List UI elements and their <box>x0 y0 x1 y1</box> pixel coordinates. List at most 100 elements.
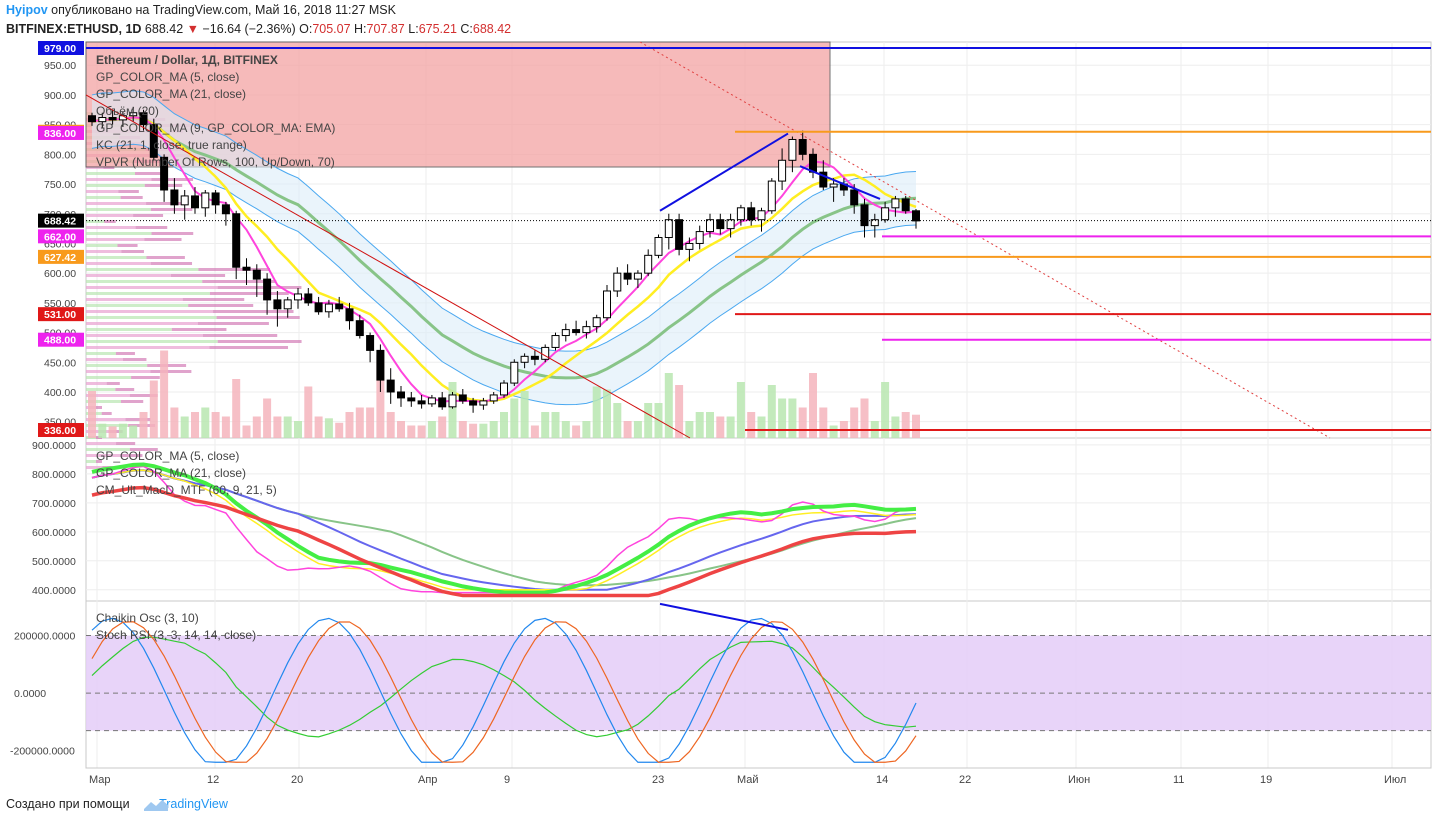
volume-bar <box>345 412 354 438</box>
candle-body <box>870 219 879 227</box>
price-axis-tick: 900.00 <box>44 90 76 102</box>
volume-bar <box>582 421 591 438</box>
osc-axis-tick: -200000.0000 <box>10 746 75 758</box>
price-axis-tick: 800.00 <box>44 149 76 161</box>
ma9-ema-line <box>91 116 917 403</box>
vpvr-bar <box>146 202 185 205</box>
candle-body <box>98 117 107 123</box>
ohlc-line: BITFINEX:ETHUSD, 1D 688.42 ▼ −16.64 (−2.… <box>6 22 511 36</box>
volume-bar <box>191 412 199 438</box>
candle-body <box>129 112 138 117</box>
tradingview-link[interactable]: TradingView <box>159 797 228 811</box>
candle-body <box>654 237 663 256</box>
candle-body <box>603 290 611 319</box>
price-label-bg <box>38 41 84 55</box>
candle-body <box>572 329 581 334</box>
volume-bar <box>592 386 601 438</box>
price-axis-tick: 550.00 <box>44 298 76 310</box>
volume-bar <box>201 407 210 438</box>
low-value: 675.21 <box>418 22 457 36</box>
candle-body <box>901 198 910 212</box>
vpvr-bar <box>118 190 139 193</box>
candle-body <box>747 207 756 221</box>
vpvr-bar <box>86 328 172 331</box>
volume-bar <box>242 425 251 438</box>
price-legend-item: Ethereum / Dollar, 1Д, BITFINEX <box>96 53 278 67</box>
symbol-label: BITFINEX:ETHUSD, 1D <box>6 22 142 36</box>
candle-body <box>149 124 158 158</box>
ma-axis-tick: 400.0000 <box>32 585 76 597</box>
price-change: −16.64 (−2.36%) <box>202 22 296 36</box>
ma-axis-tick: 900.0000 <box>32 440 76 452</box>
price-label-bg <box>38 213 84 228</box>
volume-bar <box>778 398 787 438</box>
vpvr-bar <box>86 424 129 427</box>
x-axis-tick: Мар <box>89 774 111 786</box>
open-value: 705.07 <box>312 22 351 36</box>
volume-bar <box>129 425 138 438</box>
vpvr-bar <box>86 172 136 175</box>
vpvr-bar <box>86 280 203 283</box>
vpvr-bar <box>217 340 302 343</box>
volume-bar <box>118 423 127 438</box>
volume-bar <box>232 379 241 438</box>
candle-body <box>469 400 478 406</box>
x-axis-tick: Май <box>737 774 759 786</box>
price-label-bg <box>38 332 84 347</box>
vpvr-bar <box>96 460 102 463</box>
volume-bar <box>561 421 570 438</box>
candle-body <box>767 180 776 212</box>
volume-bar <box>613 403 622 438</box>
stoch-band <box>86 635 1431 731</box>
x-axis-tick: 12 <box>207 774 219 786</box>
vpvr-bar <box>86 298 183 301</box>
vpvr-bar <box>133 214 164 217</box>
vpvr-bar <box>197 322 269 325</box>
vpvr-bar <box>86 190 119 193</box>
vpvr-bar <box>86 418 126 421</box>
candle-body <box>881 207 890 221</box>
author-name[interactable]: Hyipov <box>6 3 48 17</box>
trendline-blue <box>659 132 789 212</box>
vpvr-bar <box>115 388 135 391</box>
vpvr-bar <box>86 274 171 277</box>
candle-body <box>335 303 344 310</box>
volume-bar <box>736 382 745 438</box>
candle-body <box>706 219 714 233</box>
candle-body <box>489 394 498 402</box>
vpvr-bar <box>106 382 120 385</box>
price-label: 836.00 <box>44 128 76 140</box>
vpvr-bar <box>86 394 130 397</box>
low-label: L: <box>408 22 419 36</box>
candle-body <box>221 204 230 215</box>
price-label-bg <box>38 229 84 244</box>
price-legend-item: Объём (20) <box>96 104 159 118</box>
candle-body <box>757 210 766 221</box>
vpvr-bar <box>86 304 189 307</box>
price-legend-item: KC (21, 1, close, true range) <box>96 138 247 152</box>
vpvr-bar <box>86 184 145 187</box>
ma-legend-item: GP_COLOR_MA (5, close) <box>96 449 239 463</box>
volume-bar <box>767 385 776 438</box>
candle-body <box>160 156 169 191</box>
candle-body <box>685 242 694 250</box>
volume-bar <box>304 386 313 438</box>
vpvr-bar <box>96 406 102 409</box>
publish-line: Hyipov опубликовано на TradingView.com, … <box>6 3 396 17</box>
volume-bar <box>706 412 714 438</box>
candle-body <box>397 391 405 399</box>
vpvr-bar <box>86 244 118 247</box>
vpvr-bar <box>86 226 136 229</box>
candle-body <box>582 326 591 334</box>
candle-body <box>644 254 653 274</box>
candle-body <box>88 115 96 123</box>
vpvr-bar <box>86 256 147 259</box>
vpvr-bar <box>212 310 294 313</box>
open-label: O: <box>299 22 313 36</box>
kc-upper-line <box>91 90 917 352</box>
vpvr-bar <box>131 376 160 379</box>
candle-body <box>345 308 354 322</box>
volume-bar <box>397 421 405 438</box>
trendline-blue-2 <box>799 165 881 200</box>
